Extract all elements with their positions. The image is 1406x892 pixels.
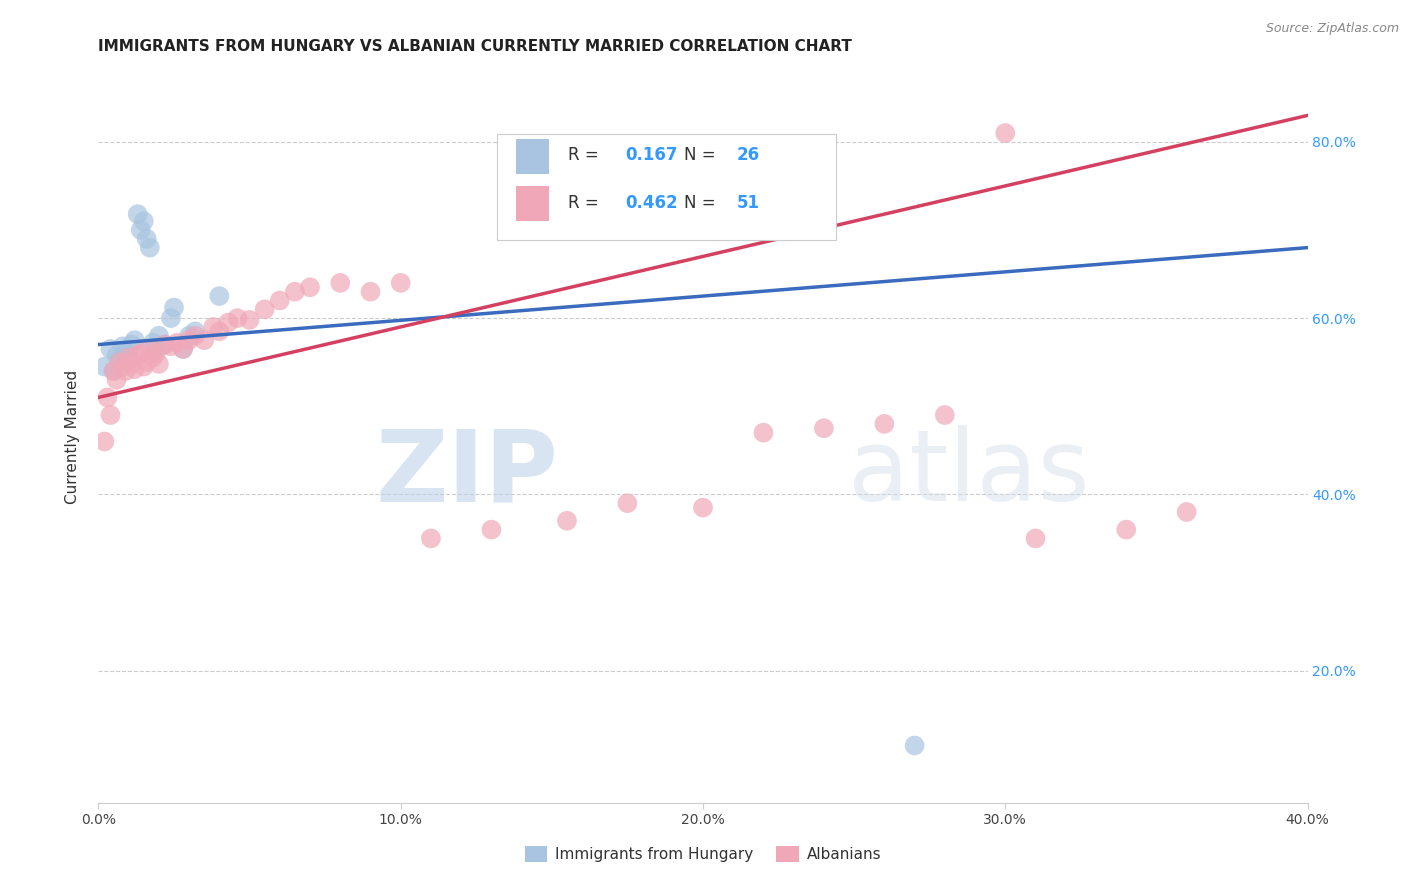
Text: 51: 51 <box>737 194 759 212</box>
Point <box>208 289 231 303</box>
Text: N =: N = <box>683 146 720 164</box>
Point <box>166 335 188 350</box>
Point <box>127 348 149 362</box>
Point <box>148 328 170 343</box>
Point <box>108 355 131 369</box>
Bar <box>516 138 550 174</box>
Point <box>132 214 155 228</box>
Point <box>692 500 714 515</box>
Point <box>179 333 201 347</box>
Point <box>121 337 143 351</box>
Text: R =: R = <box>568 146 603 164</box>
Point <box>1175 505 1198 519</box>
Point <box>142 351 165 365</box>
Point <box>208 324 231 338</box>
Point <box>105 348 128 362</box>
Point <box>873 417 896 431</box>
Point <box>129 223 152 237</box>
Text: N =: N = <box>683 194 720 212</box>
Point <box>139 241 162 255</box>
Point <box>139 342 162 356</box>
Point <box>124 362 146 376</box>
Point <box>1024 532 1046 546</box>
Point <box>217 316 239 330</box>
Point <box>160 311 183 326</box>
Point <box>184 324 207 338</box>
Point <box>179 328 201 343</box>
Text: Source: ZipAtlas.com: Source: ZipAtlas.com <box>1265 22 1399 36</box>
FancyBboxPatch shape <box>498 134 837 240</box>
Point <box>160 339 183 353</box>
Text: IMMIGRANTS FROM HUNGARY VS ALBANIAN CURRENTLY MARRIED CORRELATION CHART: IMMIGRANTS FROM HUNGARY VS ALBANIAN CURR… <box>98 38 852 54</box>
Text: ZIP: ZIP <box>375 425 558 522</box>
Point <box>184 328 207 343</box>
Point <box>284 285 307 299</box>
Point <box>103 364 125 378</box>
Point <box>127 207 149 221</box>
Y-axis label: Currently Married: Currently Married <box>65 370 80 504</box>
Point <box>752 425 775 440</box>
Point <box>329 276 352 290</box>
Point <box>163 301 186 315</box>
Point <box>904 739 927 753</box>
Point <box>172 342 194 356</box>
Point <box>193 333 215 347</box>
Point <box>105 373 128 387</box>
Point <box>1115 523 1137 537</box>
Point <box>121 357 143 371</box>
Point <box>226 311 249 326</box>
Point <box>114 364 136 378</box>
Point <box>111 339 134 353</box>
Point <box>616 496 638 510</box>
Point <box>555 514 578 528</box>
Point <box>108 353 131 368</box>
Point <box>135 355 157 369</box>
Point <box>145 342 167 356</box>
Point <box>118 351 141 365</box>
Point <box>100 408 122 422</box>
Point <box>253 302 276 317</box>
Point <box>994 126 1017 140</box>
Point <box>269 293 291 308</box>
Point <box>96 391 118 405</box>
Point <box>145 346 167 360</box>
Text: atlas: atlas <box>848 425 1090 522</box>
Point <box>100 342 122 356</box>
Point <box>118 351 141 365</box>
Point <box>299 280 322 294</box>
Point <box>153 337 176 351</box>
Point <box>103 364 125 378</box>
Text: 0.167: 0.167 <box>626 146 678 164</box>
Point <box>129 346 152 360</box>
Point <box>172 342 194 356</box>
Point <box>111 359 134 374</box>
Point <box>132 359 155 374</box>
Point <box>481 523 503 537</box>
Point <box>153 337 176 351</box>
Point <box>93 359 115 374</box>
Point <box>934 408 956 422</box>
Point <box>148 357 170 371</box>
Text: R =: R = <box>568 194 603 212</box>
Point <box>360 285 382 299</box>
Point <box>202 320 225 334</box>
Point <box>114 346 136 360</box>
Legend: Immigrants from Hungary, Albanians: Immigrants from Hungary, Albanians <box>519 840 887 868</box>
Point <box>239 313 262 327</box>
Bar <box>516 186 550 221</box>
Point <box>142 335 165 350</box>
Point <box>389 276 412 290</box>
Text: 26: 26 <box>737 146 761 164</box>
Text: 0.462: 0.462 <box>626 194 678 212</box>
Point <box>93 434 115 449</box>
Point <box>813 421 835 435</box>
Point <box>135 232 157 246</box>
Point <box>420 532 443 546</box>
Point <box>124 333 146 347</box>
